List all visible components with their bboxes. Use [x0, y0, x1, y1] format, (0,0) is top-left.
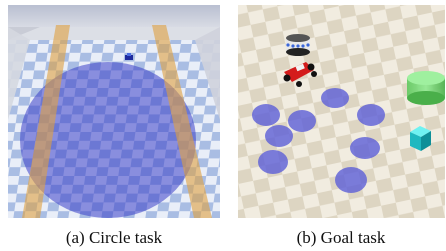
caption: (b) Goal task: [297, 228, 386, 247]
goal-task-image: [238, 5, 445, 218]
figure: (a) Circle task (b) Goal task: [0, 0, 446, 251]
caption: (a) Circle task: [66, 228, 163, 247]
page: (a) Circle task (b) Goal task (() => { c…: [0, 0, 446, 251]
circle-task-image: [8, 5, 220, 218]
